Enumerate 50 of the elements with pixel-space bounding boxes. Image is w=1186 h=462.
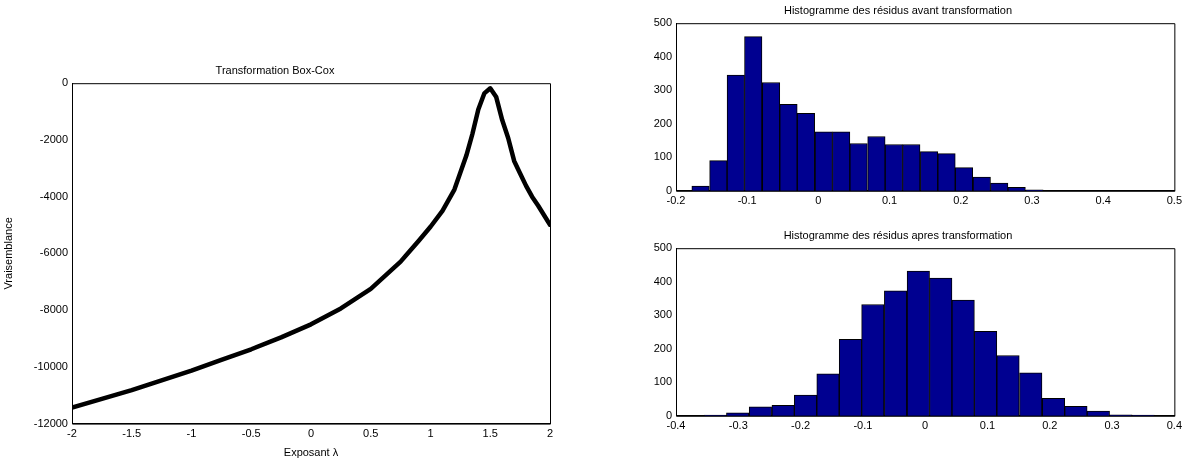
x-tick-label: -0.1 bbox=[853, 419, 873, 432]
x-tick-label: -1 bbox=[186, 427, 197, 440]
y-tick-label: -8000 bbox=[39, 303, 68, 316]
y-axis-title: Vraisemblance bbox=[1, 217, 14, 290]
x-tick-label: -0.5 bbox=[241, 427, 261, 440]
x-tick-label: -0.4 bbox=[666, 419, 686, 432]
x-tick-label: 2 bbox=[546, 427, 554, 440]
y-tick-label: -6000 bbox=[39, 246, 68, 259]
x-tick-label: 0.1 bbox=[979, 419, 996, 432]
y-tick-label: 200 bbox=[653, 341, 672, 354]
x-tick-label: 0.2 bbox=[1042, 419, 1058, 432]
x-tick-label: -0.2 bbox=[791, 419, 811, 432]
x-tick-label: -0.3 bbox=[728, 419, 748, 432]
y-tick-label: 100 bbox=[653, 150, 672, 163]
x-tick-label: 0 bbox=[815, 194, 822, 207]
x-tick-label: 1.5 bbox=[482, 427, 498, 440]
y-tick-label: -12000 bbox=[33, 416, 68, 429]
x-tick-label: -0.2 bbox=[666, 194, 686, 207]
y-tick-label: 500 bbox=[653, 16, 672, 29]
y-tick-label: -10000 bbox=[33, 359, 68, 372]
y-tick-label: 400 bbox=[653, 49, 672, 62]
y-tick-label: 0 bbox=[665, 408, 672, 421]
y-tick-label: 100 bbox=[653, 375, 672, 388]
x-tick-label: 0.5 bbox=[1166, 194, 1182, 207]
y-tick-label: 200 bbox=[653, 116, 672, 129]
x-tick-label: 0 bbox=[307, 427, 315, 440]
y-tick-label: 400 bbox=[653, 274, 672, 287]
x-tick-label: -1.5 bbox=[122, 427, 142, 440]
x-tick-label: 0.4 bbox=[1166, 419, 1182, 432]
x-tick-label: 0 bbox=[922, 419, 929, 432]
x-tick-label: -0.1 bbox=[737, 194, 757, 207]
x-axis-title: Exposant λ bbox=[283, 446, 339, 459]
x-tick-label: 0.5 bbox=[363, 427, 379, 440]
chart-title: Transformation Box-Cox bbox=[215, 63, 335, 76]
y-tick-label: -4000 bbox=[39, 189, 68, 202]
chart-title: Histogramme des résidus apres transformation bbox=[783, 228, 1013, 241]
x-tick-label: -2 bbox=[67, 427, 77, 440]
x-tick-label: 0.3 bbox=[1024, 194, 1040, 207]
y-tick-label: 0 bbox=[665, 183, 672, 196]
x-tick-label: 0.4 bbox=[1095, 194, 1111, 207]
y-tick-label: 500 bbox=[653, 241, 672, 254]
y-tick-label: 300 bbox=[653, 83, 672, 96]
x-tick-label: 0.3 bbox=[1104, 419, 1120, 432]
x-tick-label: 1 bbox=[427, 427, 434, 440]
chart-title: Histogramme des résidus avant transformation bbox=[783, 3, 1013, 16]
x-tick-label: 0.1 bbox=[881, 194, 898, 207]
y-tick-label: 300 bbox=[653, 308, 672, 321]
y-tick-label: 0 bbox=[61, 76, 68, 89]
x-tick-label: 0.2 bbox=[953, 194, 969, 207]
y-tick-label: -2000 bbox=[39, 132, 68, 145]
